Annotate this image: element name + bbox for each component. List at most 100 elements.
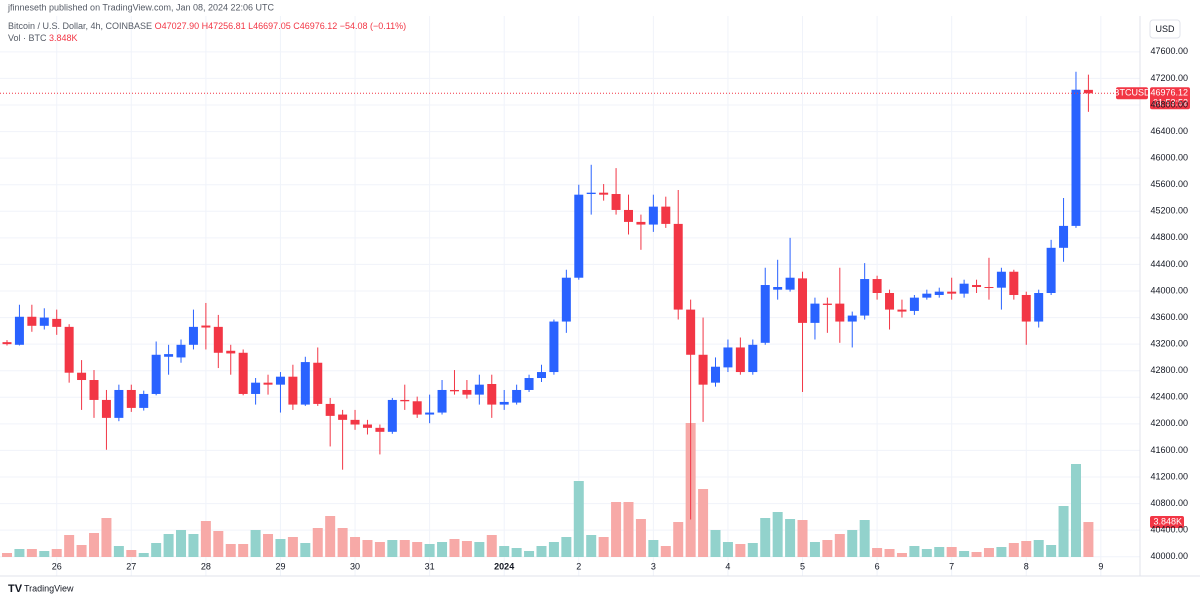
volume-bar — [325, 516, 336, 557]
x-tick-label: 27 — [126, 561, 136, 571]
candle-body — [536, 372, 546, 379]
volume-bar — [635, 519, 646, 557]
y-tick-label: 44000.00 — [1150, 285, 1188, 295]
candle-body — [574, 194, 584, 278]
volume-bar — [113, 546, 124, 557]
volume-bar — [872, 548, 883, 557]
volume-tag-label: 3.848K — [1153, 516, 1182, 526]
volume-bar — [76, 545, 87, 557]
x-tick-label: 2024 — [494, 561, 514, 571]
candle-body — [599, 192, 609, 195]
candle-body — [524, 378, 534, 390]
volume-bar — [163, 534, 174, 557]
x-tick-label: 29 — [275, 561, 285, 571]
candle-body — [686, 309, 696, 355]
volume-bar — [101, 518, 112, 557]
candle-body — [1046, 247, 1056, 293]
candle-body — [897, 309, 907, 312]
volume-bar — [909, 546, 920, 557]
volume-bar — [412, 542, 423, 557]
volume-bar — [698, 489, 709, 557]
candle-body — [164, 354, 174, 357]
volume-bar — [772, 512, 783, 557]
candle-body — [362, 424, 372, 428]
candle-body — [810, 303, 820, 323]
candle-body — [338, 414, 348, 420]
candle-body — [499, 401, 509, 405]
volume-bar — [350, 537, 361, 557]
candle-body — [101, 399, 111, 418]
candle-body — [375, 427, 385, 432]
volume-bar — [263, 534, 274, 557]
volume-bar — [213, 531, 224, 557]
volume-bar — [884, 549, 895, 557]
candle-body — [27, 316, 37, 326]
volume-bar — [1008, 543, 1019, 557]
candle-body — [213, 326, 223, 353]
x-tick-label: 8 — [1024, 561, 1029, 571]
x-tick-label: 31 — [425, 561, 435, 571]
volume-bar — [275, 539, 286, 557]
brand: TV TradingView — [8, 583, 74, 595]
candle-body — [400, 399, 410, 402]
volume-bar — [847, 530, 858, 557]
volume-bar — [1058, 506, 1069, 557]
y-tick-label: 46800.00 — [1150, 99, 1188, 109]
volume-bar — [598, 537, 609, 557]
candle-body — [1009, 271, 1019, 295]
volume-bar — [548, 542, 559, 557]
candle-body — [972, 285, 982, 288]
volume-bar — [785, 519, 796, 557]
volume-bar — [822, 540, 833, 557]
candle-body — [114, 389, 124, 418]
candle-body — [2, 342, 12, 345]
candle-body — [52, 318, 62, 327]
ohlc: O47027.90 H47256.81 L46697.05 C46976.12 … — [155, 21, 407, 31]
x-tick-label: 26 — [52, 561, 62, 571]
volume-bar — [648, 540, 659, 557]
ticker-label: BTCUSD — [1113, 88, 1151, 98]
candle-body — [89, 380, 99, 400]
candle-body — [1034, 292, 1044, 322]
candle-body — [661, 206, 671, 224]
symbol: Bitcoin / U.S. Dollar, 4h, COINBASE — [8, 21, 152, 31]
volume-bar — [151, 543, 162, 557]
ticker-box — [1116, 87, 1148, 100]
currency[interactable]: USD — [1155, 24, 1175, 34]
volume-bar — [971, 552, 982, 557]
volume-bar — [586, 535, 597, 557]
volume-bar — [200, 521, 211, 557]
candle-body — [735, 347, 745, 373]
candle-body — [885, 292, 895, 310]
volume-bar — [561, 537, 572, 557]
candle-body — [151, 354, 161, 394]
candle-body — [512, 389, 522, 403]
candle-body — [14, 316, 24, 345]
volume-bar — [312, 528, 323, 557]
candle-body — [39, 317, 49, 326]
y-tick-label: 41600.00 — [1150, 445, 1188, 455]
y-tick-label: 46400.00 — [1150, 126, 1188, 136]
volume-bar — [660, 546, 671, 557]
currency-box[interactable] — [1149, 19, 1181, 39]
candle-body — [64, 326, 74, 373]
volume-bar — [797, 520, 808, 557]
volume-bar — [511, 548, 522, 557]
candle-body — [176, 344, 186, 358]
candle-body — [785, 277, 795, 290]
volume-bar — [499, 546, 510, 557]
candle-body — [835, 303, 845, 322]
candle-body — [922, 293, 932, 298]
volume-bar — [946, 547, 957, 557]
published-note: jfinneseth published on TradingView.com,… — [7, 2, 275, 12]
candle-body — [387, 399, 397, 432]
candle-body — [412, 401, 422, 415]
candle-body — [984, 287, 994, 289]
candle-body — [487, 383, 497, 405]
volume-bar — [996, 547, 1007, 557]
y-tick-label: 40800.00 — [1150, 498, 1188, 508]
y-tick-label: 43200.00 — [1150, 339, 1188, 349]
volume-bar — [760, 518, 771, 557]
volume-bar — [859, 520, 870, 557]
